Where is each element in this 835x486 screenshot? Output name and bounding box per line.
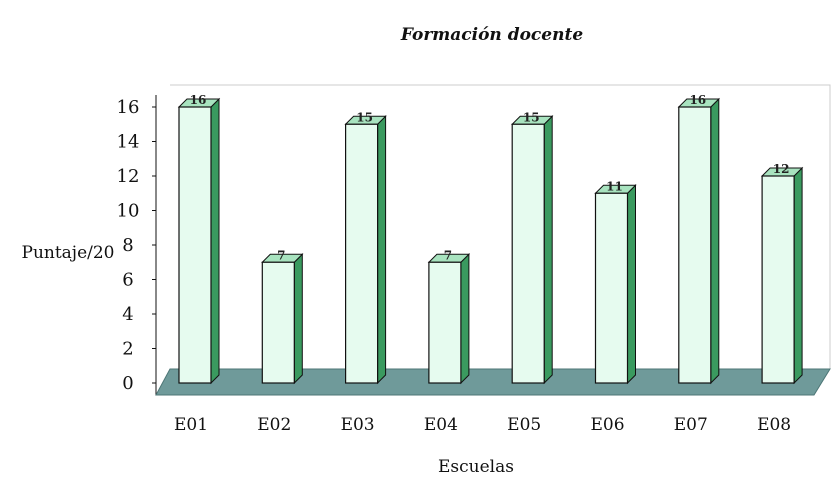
bar-side (627, 184, 636, 385)
back-wall-edge (170, 84, 831, 369)
x-tick-label: E02 (257, 415, 291, 435)
bar-side (543, 115, 553, 385)
y-tick-label: 4 (122, 304, 133, 325)
y-tick-label: 10 (117, 201, 140, 222)
bar: 16 (177, 93, 221, 385)
bar: 7 (427, 248, 471, 385)
bar-data-label: 15 (523, 110, 540, 124)
y-tick-label: 14 (117, 132, 140, 153)
bar: 15 (510, 110, 554, 385)
x-tick-label: E01 (174, 415, 208, 435)
bar-side (293, 253, 303, 385)
bar-side (460, 253, 470, 385)
chart-title: Formación docente (400, 25, 583, 45)
bar-front (345, 123, 379, 384)
x-tick-label: E04 (424, 415, 458, 435)
bar: 12 (760, 162, 804, 385)
bar-side (210, 97, 220, 385)
bar-front (678, 106, 712, 384)
bar-data-label: 16 (190, 93, 207, 107)
bar-data-label: 12 (773, 162, 790, 176)
y-axis-label: Puntaje/20 (22, 243, 115, 263)
x-tick-label: E07 (674, 415, 708, 435)
x-axis-ticks: E01 E02 E03 E04 E05 E06 E07 E08 (174, 415, 791, 435)
bar-side (377, 115, 387, 385)
bar-data-label: 7 (277, 248, 285, 262)
bar-front (178, 106, 212, 384)
y-tick-label: 6 (122, 270, 133, 291)
bar: 7 (261, 248, 304, 385)
bar-data-label: 7 (444, 248, 452, 262)
y-tick-label: 8 (122, 235, 133, 256)
y-axis-ticks: 0 2 4 6 8 10 12 14 16 (117, 97, 156, 394)
bar: 15 (344, 110, 387, 385)
bar-front (261, 261, 295, 384)
bar-data-label: 15 (356, 110, 373, 124)
chart-floor (155, 368, 831, 396)
bar-front (761, 175, 795, 384)
bar-data-label: 11 (606, 179, 623, 193)
bar-side (710, 97, 720, 385)
x-tick-label: E06 (590, 415, 624, 435)
y-tick-label: 2 (122, 339, 133, 360)
x-tick-label: E08 (757, 415, 791, 435)
y-tick-label: 16 (117, 97, 140, 118)
bar: 11 (594, 179, 637, 385)
x-tick-label: E05 (507, 415, 541, 435)
bar-data-label: 16 (689, 93, 706, 107)
x-tick-label: E03 (341, 415, 375, 435)
bar: 16 (677, 93, 721, 385)
bar-side (793, 166, 803, 385)
x-axis-label: Escuelas (438, 457, 514, 477)
bar-front (594, 192, 629, 384)
bar-front (428, 261, 462, 384)
y-tick-label: 12 (117, 166, 140, 187)
bar-front (511, 123, 545, 384)
plot-frame (155, 84, 831, 396)
y-tick-label: 0 (122, 373, 133, 394)
bars: 16 7 15 7 15 11 16 12 (177, 93, 804, 385)
